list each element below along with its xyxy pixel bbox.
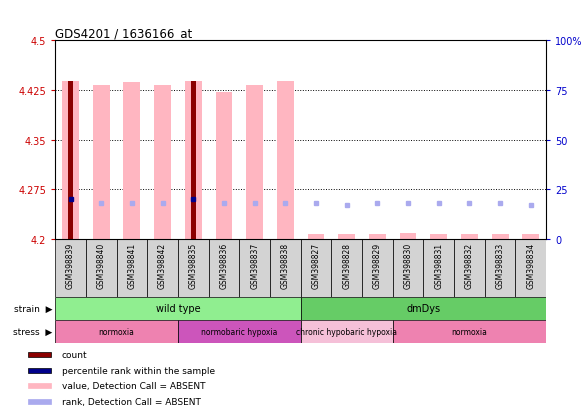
Bar: [117, 240, 147, 297]
Text: GSM398837: GSM398837: [250, 242, 259, 289]
Text: GSM398829: GSM398829: [373, 242, 382, 288]
Bar: [307, 235, 324, 240]
Text: GSM398842: GSM398842: [158, 242, 167, 288]
Bar: [301, 297, 546, 320]
Text: GSM398830: GSM398830: [404, 242, 413, 289]
Bar: [431, 234, 447, 240]
Bar: [178, 240, 209, 297]
Text: rank, Detection Call = ABSENT: rank, Detection Call = ABSENT: [62, 396, 200, 406]
Text: dmDys: dmDys: [406, 304, 440, 314]
Text: GSM398832: GSM398832: [465, 242, 474, 288]
Bar: [191, 82, 196, 240]
Bar: [55, 320, 178, 343]
Bar: [28, 352, 51, 357]
Text: GSM398838: GSM398838: [281, 242, 290, 288]
Bar: [93, 86, 110, 240]
Bar: [178, 320, 301, 343]
Bar: [454, 240, 485, 297]
Text: wild type: wild type: [156, 304, 200, 314]
Bar: [393, 240, 424, 297]
Bar: [209, 240, 239, 297]
Bar: [28, 383, 51, 388]
Bar: [522, 235, 539, 240]
Text: stress  ▶: stress ▶: [13, 327, 52, 336]
Text: count: count: [62, 350, 88, 359]
Bar: [239, 240, 270, 297]
Bar: [492, 234, 508, 240]
Bar: [55, 297, 301, 320]
Text: GSM398834: GSM398834: [526, 242, 535, 289]
Bar: [485, 240, 515, 297]
Bar: [515, 240, 546, 297]
Bar: [461, 235, 478, 240]
Bar: [362, 240, 393, 297]
Bar: [400, 234, 417, 240]
Bar: [301, 240, 331, 297]
Text: percentile rank within the sample: percentile rank within the sample: [62, 366, 215, 375]
Bar: [216, 93, 232, 240]
Bar: [55, 240, 86, 297]
Bar: [301, 320, 393, 343]
Bar: [68, 82, 73, 240]
Text: GDS4201 / 1636166_at: GDS4201 / 1636166_at: [55, 27, 192, 40]
Bar: [86, 240, 117, 297]
Bar: [393, 320, 546, 343]
Bar: [154, 86, 171, 240]
Bar: [28, 399, 51, 404]
Text: strain  ▶: strain ▶: [14, 304, 52, 313]
Text: value, Detection Call = ABSENT: value, Detection Call = ABSENT: [62, 381, 205, 390]
Bar: [338, 235, 355, 240]
Text: GSM398828: GSM398828: [342, 242, 351, 288]
Text: GSM398835: GSM398835: [189, 242, 198, 289]
Text: GSM398833: GSM398833: [496, 242, 505, 289]
Text: normobaric hypoxia: normobaric hypoxia: [201, 327, 278, 336]
Text: GSM398827: GSM398827: [311, 242, 321, 288]
Text: normoxia: normoxia: [451, 327, 487, 336]
Bar: [147, 240, 178, 297]
Text: GSM398831: GSM398831: [434, 242, 443, 288]
Text: normoxia: normoxia: [99, 327, 134, 336]
Bar: [246, 86, 263, 240]
Bar: [277, 82, 294, 240]
Bar: [331, 240, 362, 297]
Bar: [62, 82, 79, 240]
Bar: [185, 82, 202, 240]
Text: GSM398836: GSM398836: [220, 242, 228, 289]
Text: GSM398840: GSM398840: [96, 242, 106, 289]
Text: chronic hypobaric hypoxia: chronic hypobaric hypoxia: [296, 327, 397, 336]
Bar: [369, 235, 386, 240]
Text: GSM398841: GSM398841: [127, 242, 137, 288]
Bar: [424, 240, 454, 297]
Bar: [270, 240, 301, 297]
Text: GSM398839: GSM398839: [66, 242, 75, 289]
Bar: [124, 83, 141, 240]
Bar: [28, 368, 51, 373]
